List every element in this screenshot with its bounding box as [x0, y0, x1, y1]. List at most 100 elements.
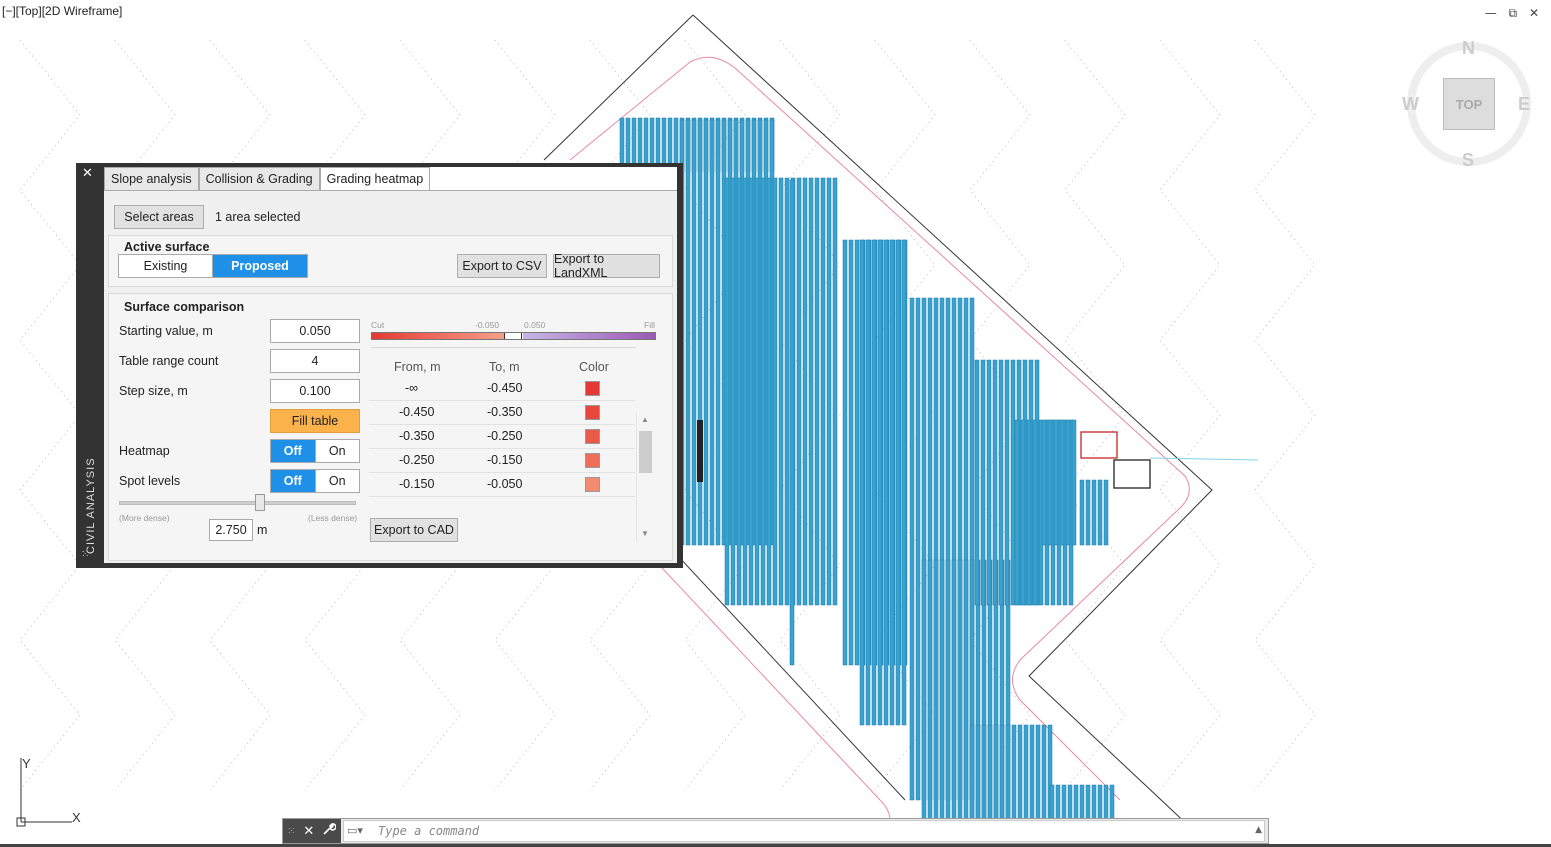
export-cad-button[interactable]: Export to CAD — [370, 518, 458, 542]
viewport-controls-label[interactable]: [−][Top][2D Wireframe] — [2, 4, 123, 18]
pv-row — [883, 239, 889, 726]
scroll-down-icon[interactable]: ▼ — [641, 529, 649, 538]
pv-row — [1004, 359, 1010, 606]
pv-row — [1067, 784, 1073, 847]
table-row[interactable]: -0.150 -0.050 — [369, 473, 635, 497]
panel-sidebar[interactable]: ✕ CIVIL ANALYSIS ⁙ — [76, 163, 100, 568]
row-to[interactable]: -0.450 — [487, 381, 523, 395]
tab-slope-analysis[interactable]: Slope analysis — [104, 167, 199, 190]
pv-row — [939, 559, 945, 847]
restore-icon[interactable]: ⧉ — [1508, 6, 1522, 20]
pv-row — [1029, 724, 1035, 847]
command-prompt-icon[interactable]: ▭▾ — [347, 824, 363, 837]
heatmap-off-option[interactable]: Off — [271, 440, 316, 462]
pv-row — [820, 177, 826, 606]
close-icon[interactable]: ✕ — [1528, 6, 1543, 20]
terrain-contour — [779, 39, 841, 791]
compass-east[interactable]: E — [1518, 94, 1531, 114]
existing-option[interactable]: Existing — [119, 255, 213, 277]
table-header-to[interactable]: To, m — [489, 360, 520, 374]
pv-row — [802, 177, 808, 606]
table-row[interactable]: -0.250 -0.150 — [369, 449, 635, 473]
row-color-swatch[interactable] — [585, 381, 600, 396]
spot-levels-on-option[interactable]: On — [328, 474, 346, 488]
row-color-swatch[interactable] — [585, 405, 600, 420]
heatmap-on-option[interactable]: On — [328, 444, 346, 458]
proposed-option[interactable]: Proposed — [213, 255, 307, 277]
pv-row — [848, 239, 854, 666]
pv-row — [901, 239, 907, 726]
pv-row — [1053, 419, 1059, 546]
command-history-icon[interactable]: ▲ — [1255, 825, 1262, 835]
table-header-color[interactable]: Color — [579, 360, 609, 374]
pv-row — [808, 177, 814, 606]
compass-south[interactable]: S — [1462, 150, 1475, 170]
row-from[interactable]: -∞ — [405, 381, 419, 395]
scroll-up-icon[interactable]: ▲ — [641, 415, 649, 424]
table-header-from[interactable]: From, m — [394, 360, 441, 374]
table-scrollbar[interactable]: ▲ ▼ — [636, 413, 653, 541]
select-areas-button[interactable]: Select areas — [114, 205, 204, 229]
row-to[interactable]: -0.150 — [487, 453, 523, 467]
compass-north[interactable]: N — [1462, 38, 1475, 58]
row-from[interactable]: -0.150 — [399, 477, 435, 491]
density-slider-track[interactable] — [119, 501, 356, 505]
row-to[interactable]: -0.250 — [487, 429, 523, 443]
export-landxml-button[interactable]: Export to LandXML — [553, 252, 660, 280]
terrain-contour — [1159, 39, 1221, 791]
viewcube-compass[interactable]: N S E W TOP — [1398, 36, 1538, 176]
minimize-icon[interactable]: — — [1484, 6, 1501, 20]
spot-levels-off-option[interactable]: Off — [271, 470, 316, 492]
starting-value-input[interactable]: 0.050 — [270, 319, 360, 343]
range-count-input[interactable]: 4 — [270, 349, 360, 373]
row-color-swatch[interactable] — [585, 429, 600, 444]
tab-collision-grading[interactable]: Collision & Grading — [198, 167, 320, 190]
fill-table-button[interactable]: Fill table — [270, 409, 360, 433]
table-row[interactable]: -0.450 -0.350 — [369, 401, 635, 425]
command-settings-icon[interactable] — [322, 822, 337, 840]
panel-close-icon[interactable]: ✕ — [82, 166, 93, 181]
terrain-contour — [1064, 39, 1126, 791]
table-row[interactable]: -0.350 -0.250 — [369, 425, 635, 449]
row-to[interactable]: -0.050 — [487, 477, 523, 491]
compass-ring — [1407, 42, 1531, 166]
pv-row — [999, 724, 1005, 847]
command-close-icon[interactable]: ✕ — [303, 823, 315, 839]
viewcube-top-face[interactable]: TOP — [1443, 78, 1495, 130]
command-grip-icon[interactable]: ⁙ — [287, 825, 296, 837]
scroll-thumb[interactable] — [639, 431, 652, 473]
density-slider-thumb[interactable] — [255, 494, 266, 511]
export-csv-button[interactable]: Export to CSV — [457, 254, 547, 278]
tab-grading-heatmap[interactable]: Grading heatmap — [319, 167, 431, 191]
viewport-window-controls[interactable]: — ⧉ ✕ — [1485, 6, 1543, 21]
table-row[interactable]: -∞ -0.450 — [369, 377, 635, 401]
gradient-divider — [371, 347, 636, 348]
ucs-icon: Y X — [16, 756, 81, 827]
pv-row — [927, 559, 933, 847]
slider-value-input[interactable]: 2.750 — [209, 519, 253, 541]
row-color-swatch[interactable] — [585, 453, 600, 468]
pv-row — [1017, 724, 1023, 847]
pv-row — [854, 239, 860, 666]
pv-row — [980, 359, 986, 606]
row-from[interactable]: -0.250 — [399, 453, 435, 467]
compass-west[interactable]: W — [1402, 94, 1419, 114]
row-color-swatch[interactable] — [585, 477, 600, 492]
pv-row — [1085, 479, 1091, 546]
command-input[interactable]: Type a command — [343, 820, 1265, 842]
step-size-input[interactable]: 0.100 — [270, 379, 360, 403]
row-from[interactable]: -0.350 — [399, 429, 435, 443]
gradient-positive-label: 0.050 — [524, 320, 546, 330]
pv-row — [748, 177, 754, 606]
pv-row — [1011, 724, 1017, 847]
pv-row — [1005, 724, 1011, 847]
pv-row — [1071, 419, 1077, 546]
pv-row — [789, 179, 795, 666]
panel-grip-icon[interactable]: ⁙ — [81, 549, 90, 560]
row-to[interactable]: -0.350 — [487, 405, 523, 419]
pv-row — [742, 177, 748, 606]
row-from[interactable]: -0.450 — [399, 405, 435, 419]
pv-row — [760, 177, 766, 606]
pv-row — [969, 559, 975, 847]
